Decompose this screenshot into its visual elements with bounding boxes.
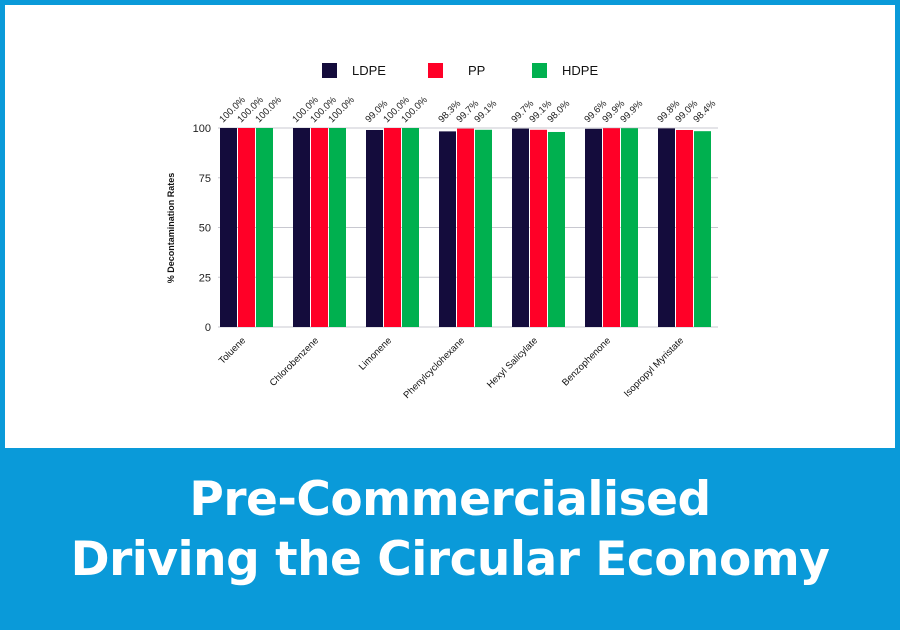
bar-ldpe: [439, 131, 456, 327]
x-tick-label: Chlorobenzene: [268, 335, 321, 388]
bar-hdpe: [256, 128, 273, 327]
bar-ldpe: [366, 129, 383, 327]
bar-pp: [676, 129, 693, 327]
banner-line-2: Driving the Circular Economy: [70, 532, 830, 587]
bar-pp: [603, 128, 620, 327]
x-tick-label: Toluene: [217, 335, 248, 366]
bar-pp: [530, 129, 547, 327]
bar-ldpe: [293, 128, 310, 327]
bar-hdpe: [475, 129, 492, 327]
bar-hdpe: [402, 128, 419, 327]
bar-pp: [384, 128, 401, 327]
legend-label: HDPE: [562, 63, 598, 78]
x-tick-label: Phenylcyclohexane: [401, 335, 467, 401]
y-tick-label: 100: [193, 123, 211, 135]
legend-swatch-pp: [428, 63, 443, 78]
bar-ldpe: [585, 128, 602, 327]
bar-ldpe: [658, 128, 675, 327]
x-tick-label: Limonene: [357, 335, 394, 372]
legend-swatch-ldpe: [322, 63, 337, 78]
legend-label: PP: [468, 63, 485, 78]
bar-ldpe: [512, 128, 529, 327]
bar-pp: [311, 128, 328, 327]
y-axis-label: % Decontamination Rates: [166, 173, 176, 284]
bar-pp: [238, 128, 255, 327]
x-tick-label: Isopropyl Myristate: [622, 335, 686, 399]
bar-hdpe: [548, 131, 565, 327]
y-tick-label: 50: [199, 223, 211, 235]
bar-pp: [457, 128, 474, 327]
legend-label: LDPE: [352, 63, 386, 78]
y-tick-label: 25: [199, 272, 211, 284]
bar-hdpe: [621, 128, 638, 327]
y-tick-label: 0: [205, 322, 211, 334]
bar-hdpe: [694, 131, 711, 327]
banner: Pre-Commercialised Driving the Circular …: [0, 470, 900, 590]
y-tick-label: 75: [199, 173, 211, 185]
legend-swatch-hdpe: [532, 63, 547, 78]
bar-ldpe: [220, 128, 237, 327]
bar-hdpe: [329, 128, 346, 327]
x-tick-label: Hexyl Salicylate: [485, 335, 540, 390]
banner-line-1: Pre-Commercialised: [189, 472, 711, 527]
x-tick-label: Benzophenone: [560, 335, 613, 388]
